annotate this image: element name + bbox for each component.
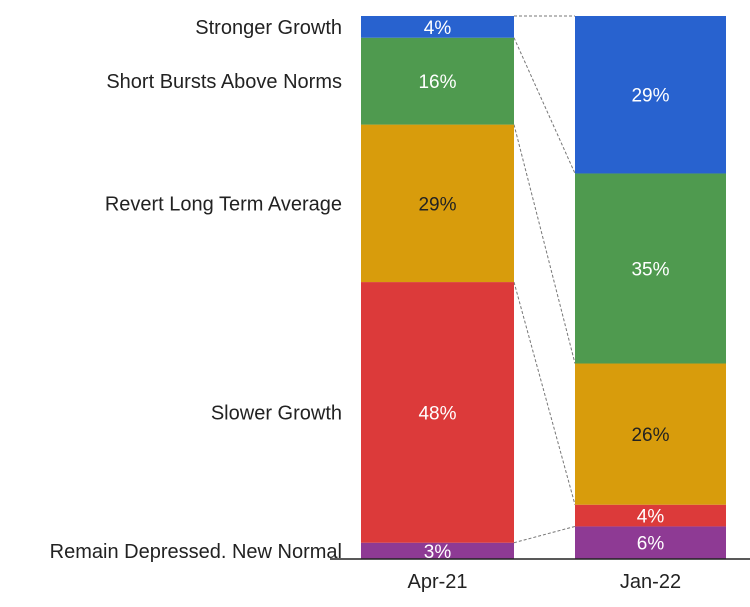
connector-line [513,37,576,174]
data-label-jan-22-short-bursts-above-norms: 35% [631,259,669,280]
data-label-apr-21-stronger-growth: 4% [424,18,452,39]
bar-apr-21-revert-long-term-average [361,124,514,283]
data-label-jan-22-slower-growth: 4% [637,507,665,528]
connector-line [513,525,576,544]
bar-apr-21-slower-growth [361,282,514,543]
bar-jan-22-slower-growth [575,504,726,527]
connector-line [513,124,576,364]
data-label-apr-21-revert-long-term-average: 29% [418,194,456,215]
data-label-apr-21-short-bursts-above-norms: 16% [418,72,456,93]
x-axis-tick-labels: Apr-21 Jan-22 [407,571,681,593]
bar-jan-22-stronger-growth [575,16,726,174]
data-label-apr-21-remain-depressed-new-normal: 3% [424,542,452,563]
series-label-revert-long-term-average: Revert Long Term Average [105,193,342,215]
bar-apr-21-stronger-growth [361,16,514,38]
data-label-jan-22-stronger-growth: 29% [631,86,669,107]
series-label-short-bursts-above-norms: Short Bursts Above Norms [106,71,342,93]
series-labels: Remain Depressed. New Normal Slower Growt… [50,17,342,563]
data-label-jan-22-remain-depressed-new-normal: 6% [637,534,665,555]
connector-line [513,281,576,505]
series-label-remain-depressed-new-normal: Remain Depressed. New Normal [50,541,342,563]
connector-lines [513,15,576,544]
x-tick-label-jan-22: Jan-22 [620,571,681,593]
bar-jan-22-remain-depressed-new-normal [575,526,726,559]
bar-apr-21-short-bursts-above-norms [361,37,514,125]
data-label-jan-22-revert-long-term-average: 26% [631,425,669,446]
bar-jan-22-revert-long-term-average [575,363,726,505]
bar-jan-22-short-bursts-above-norms [575,173,726,364]
bar-apr-21-remain-depressed-new-normal [361,542,514,559]
x-tick-label-apr-21: Apr-21 [407,571,467,593]
data-labels: 3% 48% 29% 16% 4% 6% 4% 26% 35% 29% [418,18,669,563]
series-label-slower-growth: Slower Growth [211,402,342,424]
bars [361,16,726,559]
data-label-apr-21-slower-growth: 48% [418,403,456,424]
series-label-stronger-growth: Stronger Growth [195,17,342,39]
